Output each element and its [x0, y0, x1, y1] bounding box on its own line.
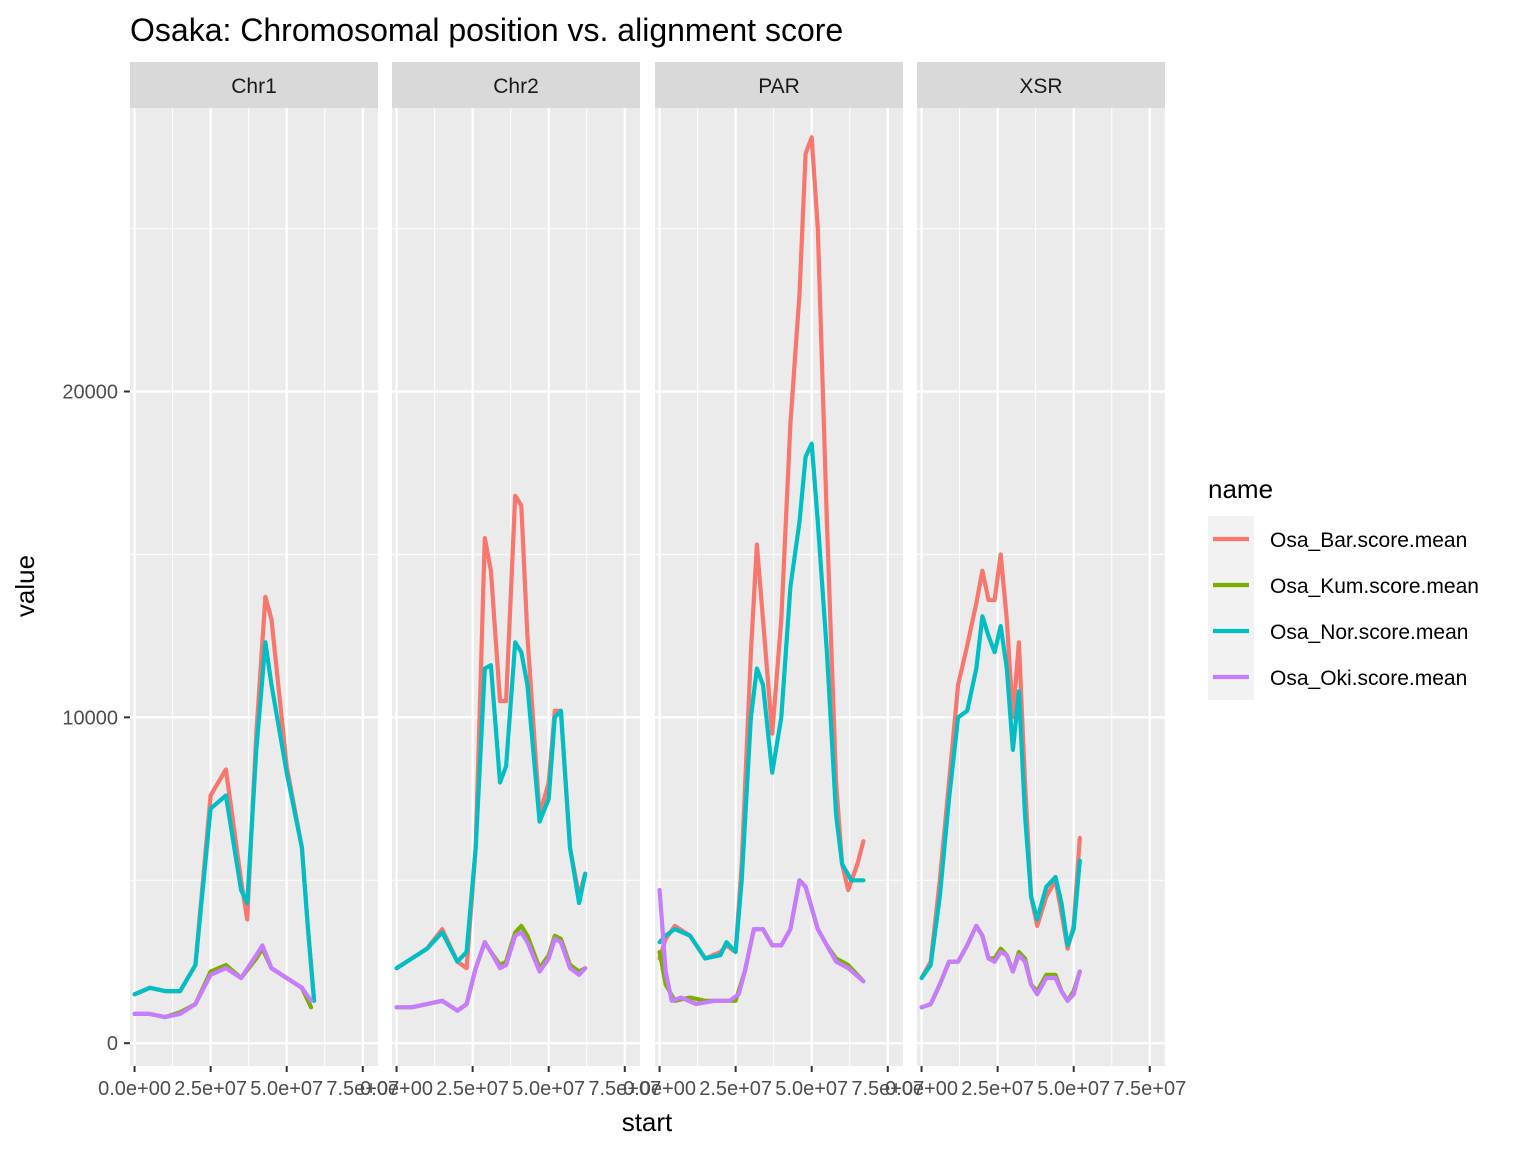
- legend-label: Osa_Kum.score.mean: [1270, 575, 1479, 598]
- series-line-chr2-osa-nor-score-mean: [394, 640, 588, 971]
- panel-xsr: XSR 0.0e+00 2.5e+07 5.0e+07 7.5e+07: [885, 62, 1186, 1100]
- plot-background-chr2: [392, 108, 640, 1066]
- x-tick-label: 0.0e+00: [885, 1078, 958, 1100]
- x-axis-label: start: [622, 1107, 673, 1137]
- legend: name Osa_Bar.score.mean Osa_Kum.score.mea…: [1208, 474, 1479, 700]
- panel-chr1: Chr1 0.0e+00 2.5e+07 5.0e+07 7.5e+07: [98, 62, 399, 1100]
- plot-background-par: [655, 108, 903, 1066]
- strip-xsr: [917, 62, 1165, 108]
- legend-title: name: [1208, 474, 1273, 504]
- x-tick-label: 7.5e+07: [851, 1078, 924, 1100]
- x-tick-label: 2.5e+07: [961, 1078, 1034, 1100]
- legend-label: Osa_Bar.score.mean: [1270, 529, 1467, 552]
- x-tick-label: 0.0e+00: [360, 1078, 433, 1100]
- strip-label-chr2: Chr2: [493, 75, 539, 98]
- series-line-xsr-osa-oki-score-mean: [919, 923, 1082, 1010]
- x-tick-label: 5.0e+07: [512, 1078, 585, 1100]
- plot-background-xsr: [917, 108, 1165, 1066]
- legend-item-osa-oki-score-mean: Osa_Oki.score.mean: [1208, 654, 1467, 700]
- legend-label: Osa_Oki.score.mean: [1270, 667, 1467, 690]
- x-tick-label: 2.5e+07: [436, 1078, 509, 1100]
- series-line-par-osa-oki-score-mean: [657, 878, 866, 1007]
- series-line-chr2-osa-oki-score-mean: [394, 930, 588, 1013]
- series-line-par-osa-nor-score-mean: [657, 441, 866, 961]
- series-line-chr1-osa-nor-score-mean: [132, 640, 317, 1003]
- x-tick-label: 2.5e+07: [699, 1078, 772, 1100]
- y-axis: 0 10000 20000: [62, 381, 130, 1055]
- x-tick-label: 7.5e+07: [326, 1078, 399, 1100]
- x-tick-label: 5.0e+07: [775, 1078, 848, 1100]
- legend-item-osa-bar-score-mean: Osa_Bar.score.mean: [1208, 516, 1467, 562]
- legend-item-osa-nor-score-mean: Osa_Nor.score.mean: [1208, 608, 1468, 654]
- series-line-xsr-osa-nor-score-mean: [919, 614, 1082, 981]
- y-tick-label: 0: [107, 1033, 118, 1055]
- strip-label-chr1: Chr1: [231, 75, 277, 98]
- strip-label-par: PAR: [758, 75, 800, 98]
- x-tick-label: 5.0e+07: [250, 1078, 323, 1100]
- strip-label-xsr: XSR: [1019, 75, 1062, 98]
- strip-chr1: [130, 62, 378, 108]
- strip-chr2: [392, 62, 640, 108]
- series-line-chr1-osa-oki-score-mean: [132, 943, 314, 1020]
- legend-label: Osa_Nor.score.mean: [1270, 621, 1468, 644]
- y-tick-label: 20000: [62, 381, 118, 403]
- x-tick-label: 7.5e+07: [1113, 1078, 1186, 1100]
- x-tick-label: 0.0e+00: [98, 1078, 171, 1100]
- x-tick-label: 7.5e+07: [588, 1078, 661, 1100]
- x-tick-label: 5.0e+07: [1037, 1078, 1110, 1100]
- y-axis-label: value: [10, 555, 40, 617]
- legend-item-osa-kum-score-mean: Osa_Kum.score.mean: [1208, 562, 1479, 608]
- panel-chr2: Chr2 0.0e+00 2.5e+07 5.0e+07 7.5e+07: [360, 62, 661, 1100]
- plot-background-chr1: [130, 108, 378, 1066]
- y-tick-label: 10000: [62, 707, 118, 729]
- x-tick-label: 2.5e+07: [174, 1078, 247, 1100]
- strip-par: [655, 62, 903, 108]
- x-tick-label: 0.0e+00: [623, 1078, 696, 1100]
- panel-par: PAR 0.0e+00 2.5e+07 5.0e+07 7.5e+07: [623, 62, 924, 1100]
- chart-title: Osaka: Chromosomal position vs. alignmen…: [130, 12, 843, 48]
